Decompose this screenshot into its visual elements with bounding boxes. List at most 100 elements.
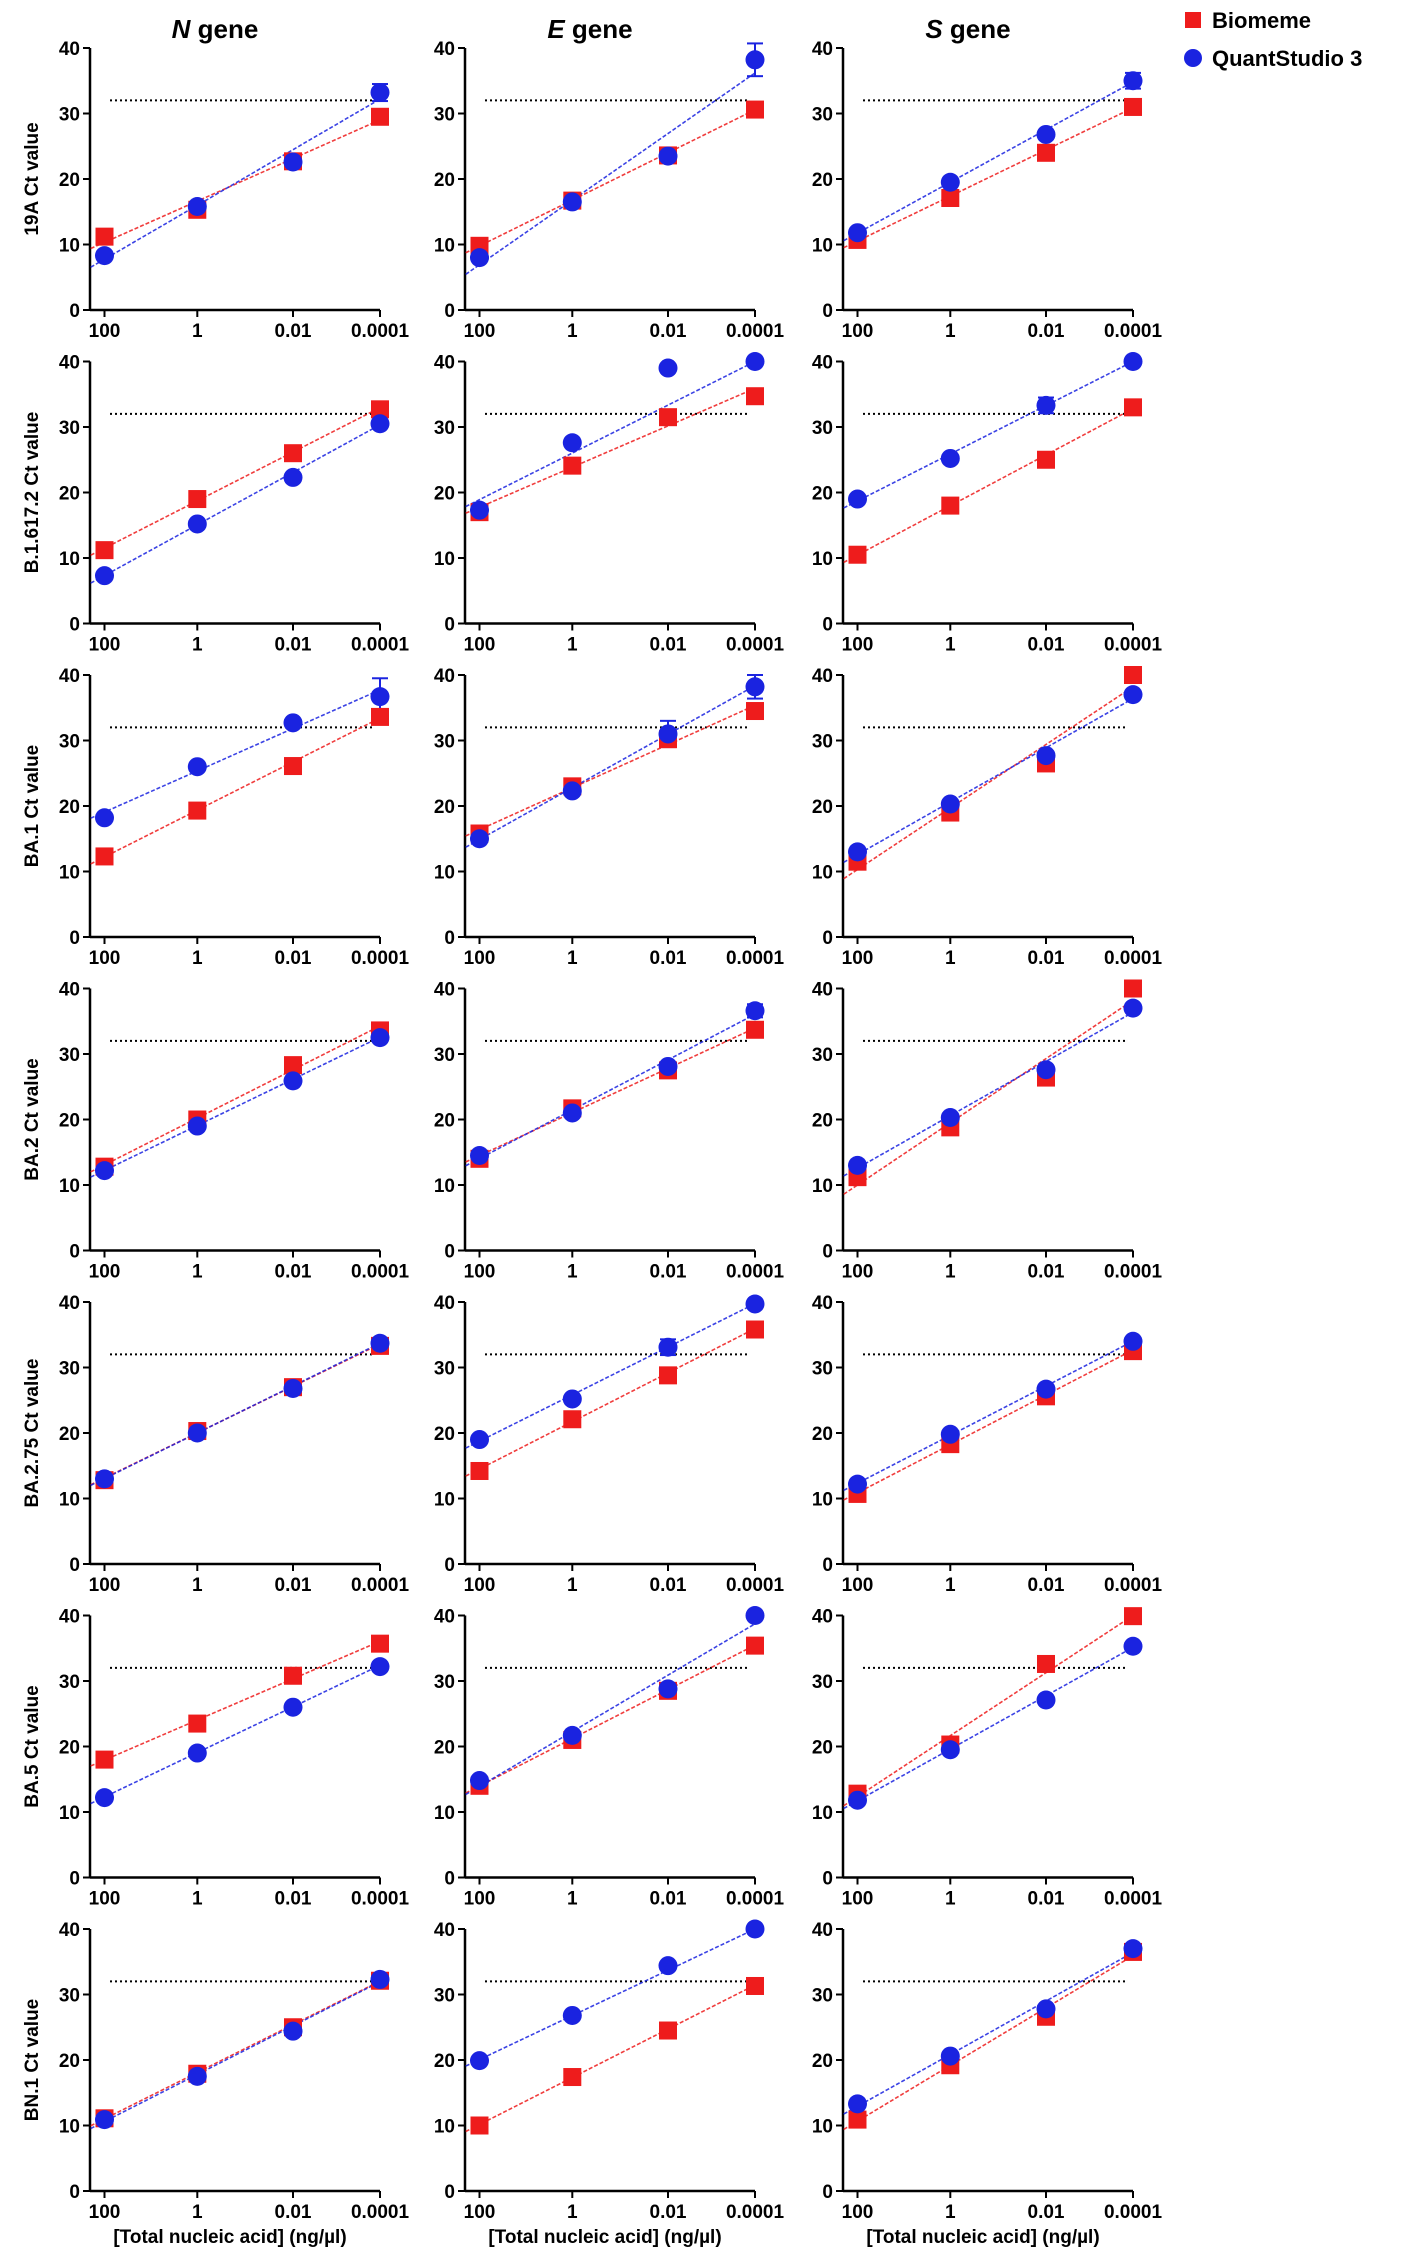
quantstudio-point xyxy=(940,1424,960,1444)
y-tick-label: 40 xyxy=(812,1920,833,1941)
x-tick-label: 0.01 xyxy=(650,1262,687,1283)
panel-e-gene-row-3: 0 10 20 30 40 100 1 0.01 0.0001 xyxy=(434,980,785,1283)
x-tick-label: 0.0001 xyxy=(1104,1889,1163,1910)
quantstudio-point xyxy=(848,223,867,243)
x-tick-label: 0.01 xyxy=(1028,1262,1065,1283)
biomeme-point xyxy=(188,801,207,820)
y-tick-label: 0 xyxy=(69,928,80,949)
biomeme-point xyxy=(284,757,302,776)
ylabel-3: BA.2 Ct value xyxy=(22,1058,43,1180)
quantstudio-point xyxy=(658,146,678,166)
x-tick-label: 0.0001 xyxy=(726,2202,785,2223)
quantstudio-point xyxy=(95,1161,114,1181)
x-tick-label: 1 xyxy=(567,635,578,656)
quantstudio-point xyxy=(658,724,678,744)
y-tick-label: 30 xyxy=(59,418,80,439)
y-tick-label: 40 xyxy=(812,980,833,1001)
ylabel-1: B.1.617.2 Ct value xyxy=(22,412,43,574)
y-tick-label: 0 xyxy=(444,1869,455,1890)
y-tick-label: 20 xyxy=(434,484,455,505)
biomeme-point xyxy=(284,1056,302,1075)
quantstudio-point xyxy=(1123,1939,1143,1959)
y-tick-label: 10 xyxy=(59,1490,80,1511)
y-tick-label: 40 xyxy=(812,39,833,60)
y-tick-label: 10 xyxy=(812,549,833,570)
x-tick-label: 1 xyxy=(567,1262,578,1283)
quantstudio-point xyxy=(283,713,303,733)
biomeme-point xyxy=(371,707,389,726)
column-title-italic: S xyxy=(925,14,943,44)
quantstudio-fit-line xyxy=(465,1928,756,2067)
quantstudio-fit-line xyxy=(90,1342,381,1487)
quantstudio-point xyxy=(370,414,390,434)
y-tick-label: 0 xyxy=(444,928,455,949)
biomeme-point xyxy=(1124,1607,1142,1626)
biomeme-point xyxy=(746,1320,764,1339)
y-tick-label: 30 xyxy=(59,1986,80,2007)
quantstudio-fit-line xyxy=(90,1981,381,2130)
x-tick-label: 0.0001 xyxy=(726,1575,785,1596)
biomeme-fit-line xyxy=(90,406,381,556)
column-title-rest: gene xyxy=(943,14,1011,44)
y-tick-label: 30 xyxy=(812,1359,833,1380)
x-tick-label: 0.01 xyxy=(275,635,312,656)
legend-label-biomeme: Biomeme xyxy=(1212,8,1311,33)
quantstudio-point xyxy=(470,2051,489,2071)
x-tick-label: 100 xyxy=(842,2202,874,2223)
biomeme-point xyxy=(371,400,389,419)
y-tick-label: 30 xyxy=(812,105,833,126)
column-title-n-gene: N gene xyxy=(172,14,259,44)
biomeme-fit-line xyxy=(843,1614,1134,1807)
y-tick-label: 0 xyxy=(822,1869,833,1890)
biomeme-point xyxy=(1124,398,1142,417)
y-tick-label: 30 xyxy=(434,418,455,439)
y-tick-label: 20 xyxy=(59,2051,80,2072)
quantstudio-fit-line xyxy=(90,98,381,268)
y-tick-label: 20 xyxy=(434,797,455,818)
quantstudio-point xyxy=(187,514,207,534)
ylabel-6: BN.1 Ct value xyxy=(22,1999,43,2121)
quantstudio-point xyxy=(745,1606,765,1625)
x-tick-label: 0.0001 xyxy=(351,1575,410,1596)
quantstudio-point xyxy=(745,50,765,70)
quantstudio-point xyxy=(1036,1999,1056,2019)
x-tick-label: 1 xyxy=(567,2202,578,2223)
quantstudio-point xyxy=(187,1423,207,1443)
biomeme-point xyxy=(95,227,114,246)
biomeme-point xyxy=(848,545,867,564)
y-tick-label: 20 xyxy=(812,797,833,818)
biomeme-point xyxy=(941,188,960,207)
biomeme-point xyxy=(1037,1654,1055,1673)
x-tick-label: 0.0001 xyxy=(351,1889,410,1910)
quantstudio-point xyxy=(283,1697,303,1717)
x-tick-label: 1 xyxy=(192,1575,203,1596)
quantstudio-fit-line xyxy=(843,360,1134,509)
panel-n-gene-row-6: 0 10 20 30 40 100 1 0.01 0.0001[Total nucleic ac… xyxy=(59,1920,410,2248)
biomeme-point xyxy=(563,456,582,475)
quantstudio-point xyxy=(470,829,489,849)
quantstudio-point xyxy=(470,500,489,520)
biomeme-point xyxy=(1124,97,1142,116)
x-tick-label: 1 xyxy=(192,1889,203,1910)
quantstudio-point xyxy=(370,1969,390,1989)
y-tick-label: 0 xyxy=(444,2182,455,2203)
biomeme-point xyxy=(563,2068,582,2087)
y-tick-label: 30 xyxy=(59,732,80,753)
column-title-italic: N xyxy=(172,14,192,44)
panel-n-gene-row-5: 0 10 20 30 40 100 1 0.01 0.0001 xyxy=(59,1607,410,1910)
quantstudio-point xyxy=(562,433,582,453)
x-tick-label: 100 xyxy=(89,1262,121,1283)
quantstudio-point xyxy=(848,1474,867,1494)
y-tick-label: 0 xyxy=(444,301,455,322)
quantstudio-point xyxy=(940,172,960,192)
x-tick-label: 0.01 xyxy=(275,2202,312,2223)
biomeme-fit-line xyxy=(90,1025,381,1173)
x-tick-label: 100 xyxy=(842,1575,874,1596)
y-tick-label: 10 xyxy=(59,863,80,884)
y-tick-label: 10 xyxy=(59,1176,80,1197)
quantstudio-point xyxy=(562,781,582,801)
y-tick-label: 0 xyxy=(444,615,455,636)
y-tick-label: 40 xyxy=(59,666,80,687)
x-axis-label: [Total nucleic acid] (ng/µl) xyxy=(113,2227,346,2248)
quantstudio-point xyxy=(283,467,303,487)
